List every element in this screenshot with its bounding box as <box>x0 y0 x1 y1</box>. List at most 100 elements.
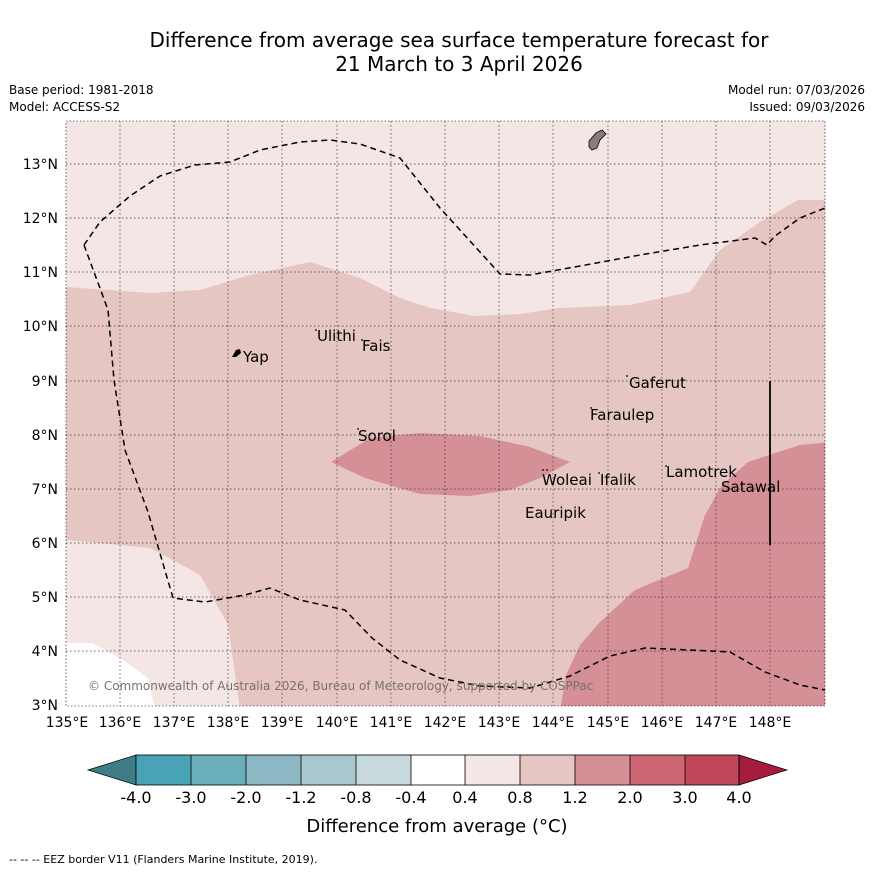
ulithi-marker <box>315 329 317 331</box>
title-line-1: Difference from average sea surface temp… <box>149 28 769 52</box>
colorbar-bin-8 <box>520 755 575 785</box>
colorbar-title: Difference from average (°C) <box>306 816 567 837</box>
label-lamotrek: Lamotrek <box>666 463 737 481</box>
anomaly-field-1.2-2.0-central <box>331 433 570 496</box>
cb-tick-5: -0.8 <box>340 788 371 807</box>
copyright-notice: © Commonwealth of Australia 2026, Bureau… <box>88 679 593 693</box>
anomaly-field-below-0.4-sw <box>66 643 155 706</box>
lat-label-6: 6°N <box>32 536 58 552</box>
cb-tick-2: -3.0 <box>175 788 206 807</box>
lon-label-147: 147°E <box>695 715 738 731</box>
woleai-marker-1 <box>542 469 544 471</box>
colorbar-bin-2 <box>191 755 246 785</box>
colorbar-bin-5 <box>356 755 411 785</box>
colorbar-frame <box>135 754 740 786</box>
issued-date: Issued: 09/03/2026 <box>749 100 865 114</box>
lat-tick-labels: 13°N 12°N 11°N 10°N 9°N 8°N 7°N 6°N 5°N … <box>23 157 58 714</box>
cb-tick-11: 3.0 <box>672 788 697 807</box>
lon-label-146: 146°E <box>641 715 684 731</box>
lon-label-142: 142°E <box>424 715 467 731</box>
lat-label-11: 11°N <box>23 265 58 281</box>
lat-label-5: 5°N <box>32 590 58 606</box>
cb-tick-4: -1.2 <box>285 788 316 807</box>
lat-label-7: 7°N <box>32 482 58 498</box>
label-gaferut: Gaferut <box>629 374 686 392</box>
lat-label-9: 9°N <box>32 374 58 390</box>
ifalik-marker <box>598 472 600 474</box>
colorbar-bin-3 <box>246 755 301 785</box>
label-sorol: Sorol <box>358 427 396 445</box>
label-fais: Fais <box>362 337 391 355</box>
cb-tick-12: 4.0 <box>726 788 751 807</box>
atoll-markers <box>315 329 667 474</box>
lon-label-148: 148°E <box>749 715 792 731</box>
colorbar: -4.0 -3.0 -2.0 -1.2 -0.8 -0.4 0.4 0.8 1.… <box>86 754 789 837</box>
lon-label-143: 143°E <box>478 715 521 731</box>
cb-tick-6: -0.4 <box>395 788 426 807</box>
lamotrek-marker <box>665 465 667 467</box>
cb-tick-7: 0.4 <box>452 788 477 807</box>
lat-label-8: 8°N <box>32 428 58 444</box>
colorbar-bin-10 <box>630 755 685 785</box>
place-labels: Yap Ulithi Fais Gaferut Faraulep Sorol W… <box>242 327 780 522</box>
colorbar-bin-9 <box>575 755 630 785</box>
colorbar-dividers <box>190 755 686 785</box>
gaferut-marker <box>626 375 628 377</box>
label-satawal: Satawal <box>721 478 780 496</box>
lon-tick-labels: 135°E 136°E 137°E 138°E 139°E 140°E 141°… <box>46 715 792 731</box>
lat-label-13: 13°N <box>23 157 58 173</box>
colorbar-bin-7 <box>465 755 520 785</box>
eez-footnote: -- -- -- EEZ border V11 (Flanders Marine… <box>9 853 318 866</box>
lat-label-3: 3°N <box>32 698 58 714</box>
lon-label-136: 136°E <box>99 715 142 731</box>
cb-tick-1: -4.0 <box>120 788 151 807</box>
colorbar-bin-11 <box>685 755 739 785</box>
anomaly-field-1.2-2.0-east <box>560 442 825 706</box>
fais-marker <box>361 339 363 341</box>
label-ifalik: Ifalik <box>600 471 636 489</box>
lon-label-140: 140°E <box>316 715 359 731</box>
lon-label-137: 137°E <box>153 715 196 731</box>
gridlines <box>66 121 825 706</box>
cb-tick-8: 0.8 <box>507 788 532 807</box>
lat-label-12: 12°N <box>23 211 58 227</box>
meta-left: Base period: 1981-2018 Model: ACCESS-S2 <box>9 82 154 116</box>
label-faraulep: Faraulep <box>590 406 654 424</box>
lon-label-144: 144°E <box>532 715 575 731</box>
colorbar-bin-4 <box>301 755 356 785</box>
meta-right: Model run: 07/03/2026 Issued: 09/03/2026 <box>728 82 865 116</box>
colorbar-extend-high <box>738 754 789 786</box>
sorol-marker <box>357 428 359 430</box>
label-woleai: Woleai <box>542 471 592 489</box>
woleai-marker-2 <box>546 469 548 471</box>
lon-label-145: 145°E <box>587 715 630 731</box>
model-name: Model: ACCESS-S2 <box>9 100 121 114</box>
lat-label-10: 10°N <box>23 319 58 335</box>
map-frame <box>65 120 826 707</box>
colorbar-extend-low <box>86 754 137 786</box>
lon-label-135: 135°E <box>46 715 89 731</box>
lon-label-141: 141°E <box>370 715 413 731</box>
colorbar-bin-1 <box>136 755 191 785</box>
model-run: Model run: 07/03/2026 <box>727 83 865 97</box>
lon-label-138: 138°E <box>207 715 250 731</box>
colorbar-tick-labels: -4.0 -3.0 -2.0 -1.2 -0.8 -0.4 0.4 0.8 1.… <box>120 788 751 807</box>
label-yap: Yap <box>242 348 269 366</box>
lat-label-4: 4°N <box>32 644 58 660</box>
chart-title: Difference from average sea surface temp… <box>0 28 873 76</box>
colorbar-bin-6 <box>411 755 465 785</box>
cb-tick-3: -2.0 <box>230 788 261 807</box>
lon-label-139: 139°E <box>261 715 304 731</box>
guam-island-icon <box>588 129 607 151</box>
map-area <box>66 121 825 706</box>
yap-island-icon <box>232 349 241 357</box>
label-ulithi: Ulithi <box>317 327 356 345</box>
cb-tick-9: 1.2 <box>562 788 587 807</box>
eez-border <box>83 139 826 691</box>
faraulep-marker <box>590 407 592 409</box>
title-line-2: 21 March to 3 April 2026 <box>335 52 583 76</box>
label-eauripik: Eauripik <box>525 504 586 522</box>
base-period: Base period: 1981-2018 <box>9 83 154 97</box>
cb-tick-10: 2.0 <box>617 788 642 807</box>
